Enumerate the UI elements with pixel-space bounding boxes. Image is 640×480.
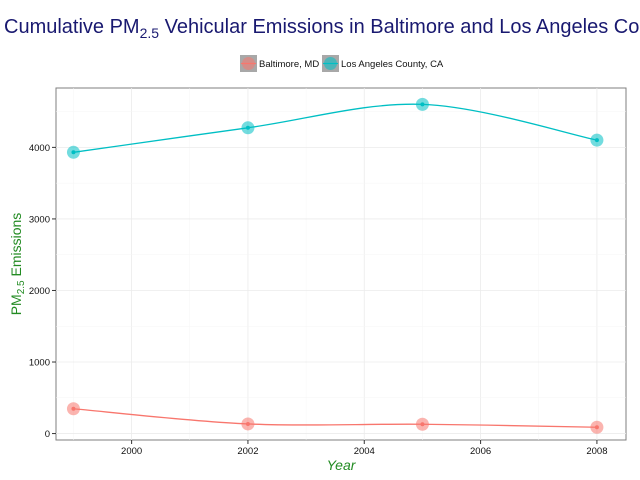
data-point-center-baltimore bbox=[594, 425, 599, 430]
data-point-center-baltimore bbox=[420, 422, 425, 427]
plot-panel bbox=[55, 87, 627, 441]
x-tick-label: 2004 bbox=[354, 446, 375, 457]
data-point-center-los-angeles bbox=[594, 138, 599, 143]
x-tick-label: 2002 bbox=[237, 446, 258, 457]
y-axis-title: PM2.5 Emissions bbox=[8, 213, 27, 316]
data-point-center-baltimore bbox=[71, 406, 76, 411]
x-axis-ticks: 2000 2002 2004 2006 2008 bbox=[121, 440, 607, 457]
y-tick-label: 3000 bbox=[29, 214, 50, 225]
y-tick-label: 0 bbox=[45, 429, 50, 440]
series-los-angeles bbox=[66, 97, 604, 159]
series-line-baltimore bbox=[73, 408, 597, 428]
chart-title: Cumulative PM2.5 Vehicular Emissions in … bbox=[4, 16, 640, 41]
legend: Baltimore, MD Los Angeles County, CA bbox=[240, 55, 444, 72]
series-layer bbox=[66, 97, 604, 434]
legend-label-baltimore: Baltimore, MD bbox=[259, 59, 319, 70]
series-baltimore bbox=[66, 402, 604, 434]
y-tick-label: 2000 bbox=[29, 286, 50, 297]
series-line-los-angeles bbox=[73, 103, 598, 153]
y-tick-label: 4000 bbox=[29, 143, 50, 154]
data-point-center-los-angeles bbox=[245, 125, 250, 130]
data-point-center-los-angeles bbox=[420, 102, 425, 107]
y-tick-label: 1000 bbox=[29, 358, 50, 369]
x-tick-label: 2006 bbox=[470, 446, 491, 457]
x-tick-label: 2008 bbox=[586, 446, 607, 457]
data-point-center-baltimore bbox=[245, 421, 250, 426]
x-axis-title: Year bbox=[327, 457, 357, 473]
x-tick-label: 2000 bbox=[121, 446, 142, 457]
y-axis-ticks: 0 1000 2000 3000 4000 bbox=[29, 143, 56, 440]
legend-label-los-angeles: Los Angeles County, CA bbox=[341, 59, 444, 70]
grid-lines bbox=[56, 88, 626, 440]
data-point-center-los-angeles bbox=[71, 150, 76, 155]
